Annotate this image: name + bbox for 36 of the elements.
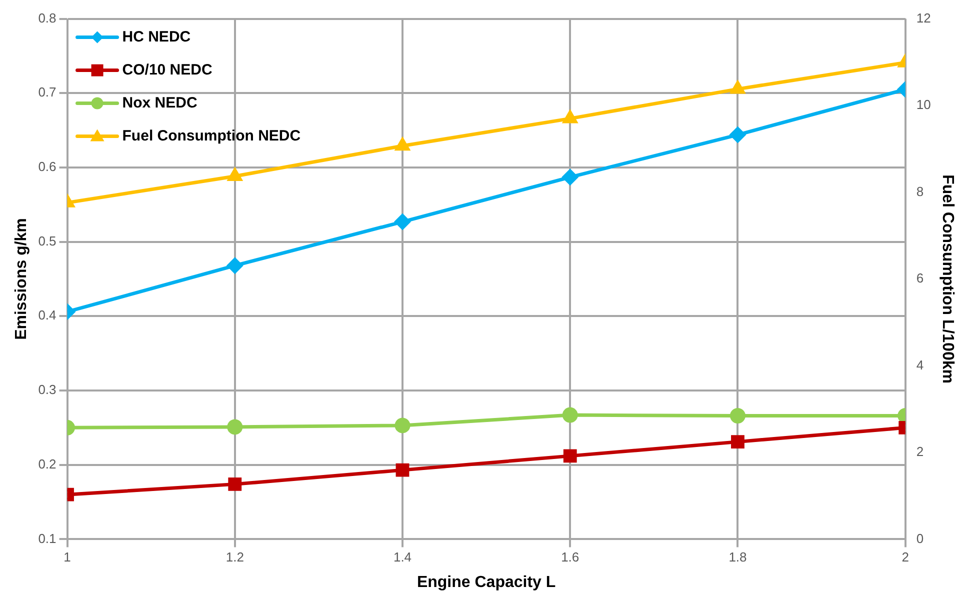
legend-label: Nox NEDC — [122, 94, 198, 112]
y-tick-label: 0.4 — [38, 308, 56, 323]
y-axis-title: Emissions g/km — [13, 218, 30, 340]
y-tick-label: 0.2 — [38, 456, 56, 472]
point — [562, 407, 578, 423]
y-tick-label: 0.6 — [38, 159, 56, 174]
y-tick-label: 0.1 — [38, 530, 56, 546]
x-tick-label: 1.8 — [728, 550, 747, 565]
y2-tick-label: 2 — [916, 444, 924, 460]
y-tick-label: 0.7 — [38, 84, 56, 100]
x-axis-title: Engine Capacity L — [416, 574, 556, 591]
legend-label: CO/10 NEDC — [122, 61, 212, 78]
y2-axis-title: Fuel Consumption L/100km — [938, 174, 956, 384]
legend-label: HC NEDC — [122, 28, 191, 46]
y-tick-label: 0.8 — [38, 10, 56, 26]
point — [396, 463, 410, 477]
y2-tick-label: 10 — [916, 97, 931, 112]
y2-tick-label: 0 — [916, 530, 924, 546]
y-tick-label: 0.3 — [38, 382, 56, 398]
x-tick-label: 1.6 — [561, 550, 580, 565]
x-tick-label: 1.2 — [226, 550, 244, 565]
point — [394, 214, 410, 230]
y2-tick-label: 8 — [916, 184, 924, 199]
point — [394, 418, 410, 434]
legend-label: Fuel Consumption NEDC — [122, 127, 301, 144]
point — [396, 138, 410, 151]
y2-tick-label: 6 — [916, 270, 924, 286]
x-tick-label: 2 — [902, 550, 909, 565]
point — [563, 110, 578, 124]
point — [563, 449, 577, 463]
y2-tick-label: 12 — [916, 10, 931, 26]
y-tick-label: 0.5 — [38, 233, 56, 248]
y2-tick-label: 4 — [916, 357, 924, 372]
x-tick-label: 1.4 — [393, 550, 412, 565]
x-tick-label: 1 — [64, 550, 71, 565]
point — [562, 169, 578, 185]
